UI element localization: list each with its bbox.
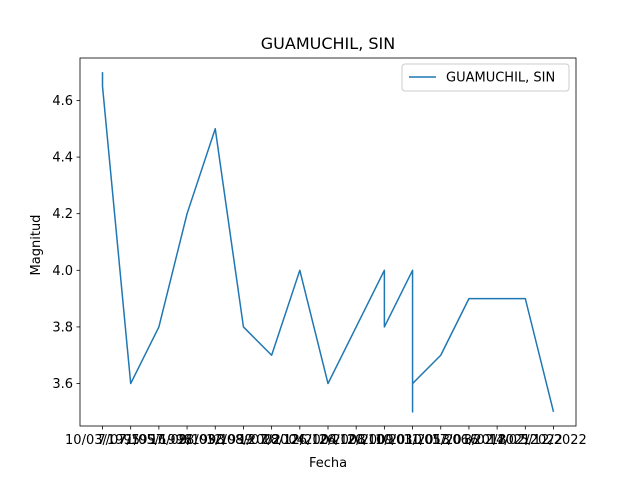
x-tick-label: 17/06/2018 bbox=[431, 433, 506, 448]
series-line-0 bbox=[101, 72, 555, 413]
y-tick-label: 4.2 bbox=[52, 207, 73, 222]
x-tick-label: 11/05/2016 bbox=[403, 433, 478, 448]
x-tick-label: 5/12/2022 bbox=[520, 433, 587, 448]
x-tick-label: 10/03/2013 bbox=[375, 433, 450, 448]
x-tick-label: 28/12/2004 bbox=[262, 433, 337, 448]
x-tick-label: 1/07/2004 bbox=[238, 433, 305, 448]
x-tick-label: 12/08/2002 bbox=[206, 433, 281, 448]
x-tick-label: 26/12/2009 bbox=[319, 433, 394, 448]
x-tick-label: 28/03/1999 bbox=[178, 433, 253, 448]
y-tick-label: 4.4 bbox=[52, 151, 73, 166]
x-tick-label: 20/10/2010 bbox=[347, 433, 422, 448]
x-axis-label: Fecha bbox=[309, 456, 347, 471]
y-axis-label: Magnitud bbox=[29, 215, 44, 276]
legend: GUAMUCHIL, SIN bbox=[401, 63, 570, 92]
y-axis-ticks: 3.6 3.8 4.0 4.2 4.4 4.6 bbox=[52, 94, 80, 392]
x-tick-label: 16/09/1998 bbox=[150, 433, 225, 448]
x-axis-ticks: 10/03/19957/07/19971/05/199816/09/199828… bbox=[65, 426, 587, 448]
y-tick-label: 3.8 bbox=[52, 320, 73, 335]
x-tick-label: 14/02/2022 bbox=[488, 433, 563, 448]
chart-title: GUAMUCHIL, SIN bbox=[261, 34, 395, 53]
x-tick-label: 10/03/1995 bbox=[65, 433, 140, 448]
x-tick-label: 7/07/1997 bbox=[97, 433, 164, 448]
legend-entry: GUAMUCHIL, SIN bbox=[446, 71, 555, 86]
legend-box bbox=[401, 63, 570, 92]
y-tick-label: 4.0 bbox=[52, 264, 73, 279]
y-tick-label: 3.6 bbox=[52, 377, 73, 392]
y-tick-label: 4.6 bbox=[52, 94, 73, 109]
x-tick-label: 3/02/2021 bbox=[464, 433, 531, 448]
x-tick-label: 1/05/1998 bbox=[126, 433, 193, 448]
x-tick-label: 26/12/2008 bbox=[291, 433, 366, 448]
